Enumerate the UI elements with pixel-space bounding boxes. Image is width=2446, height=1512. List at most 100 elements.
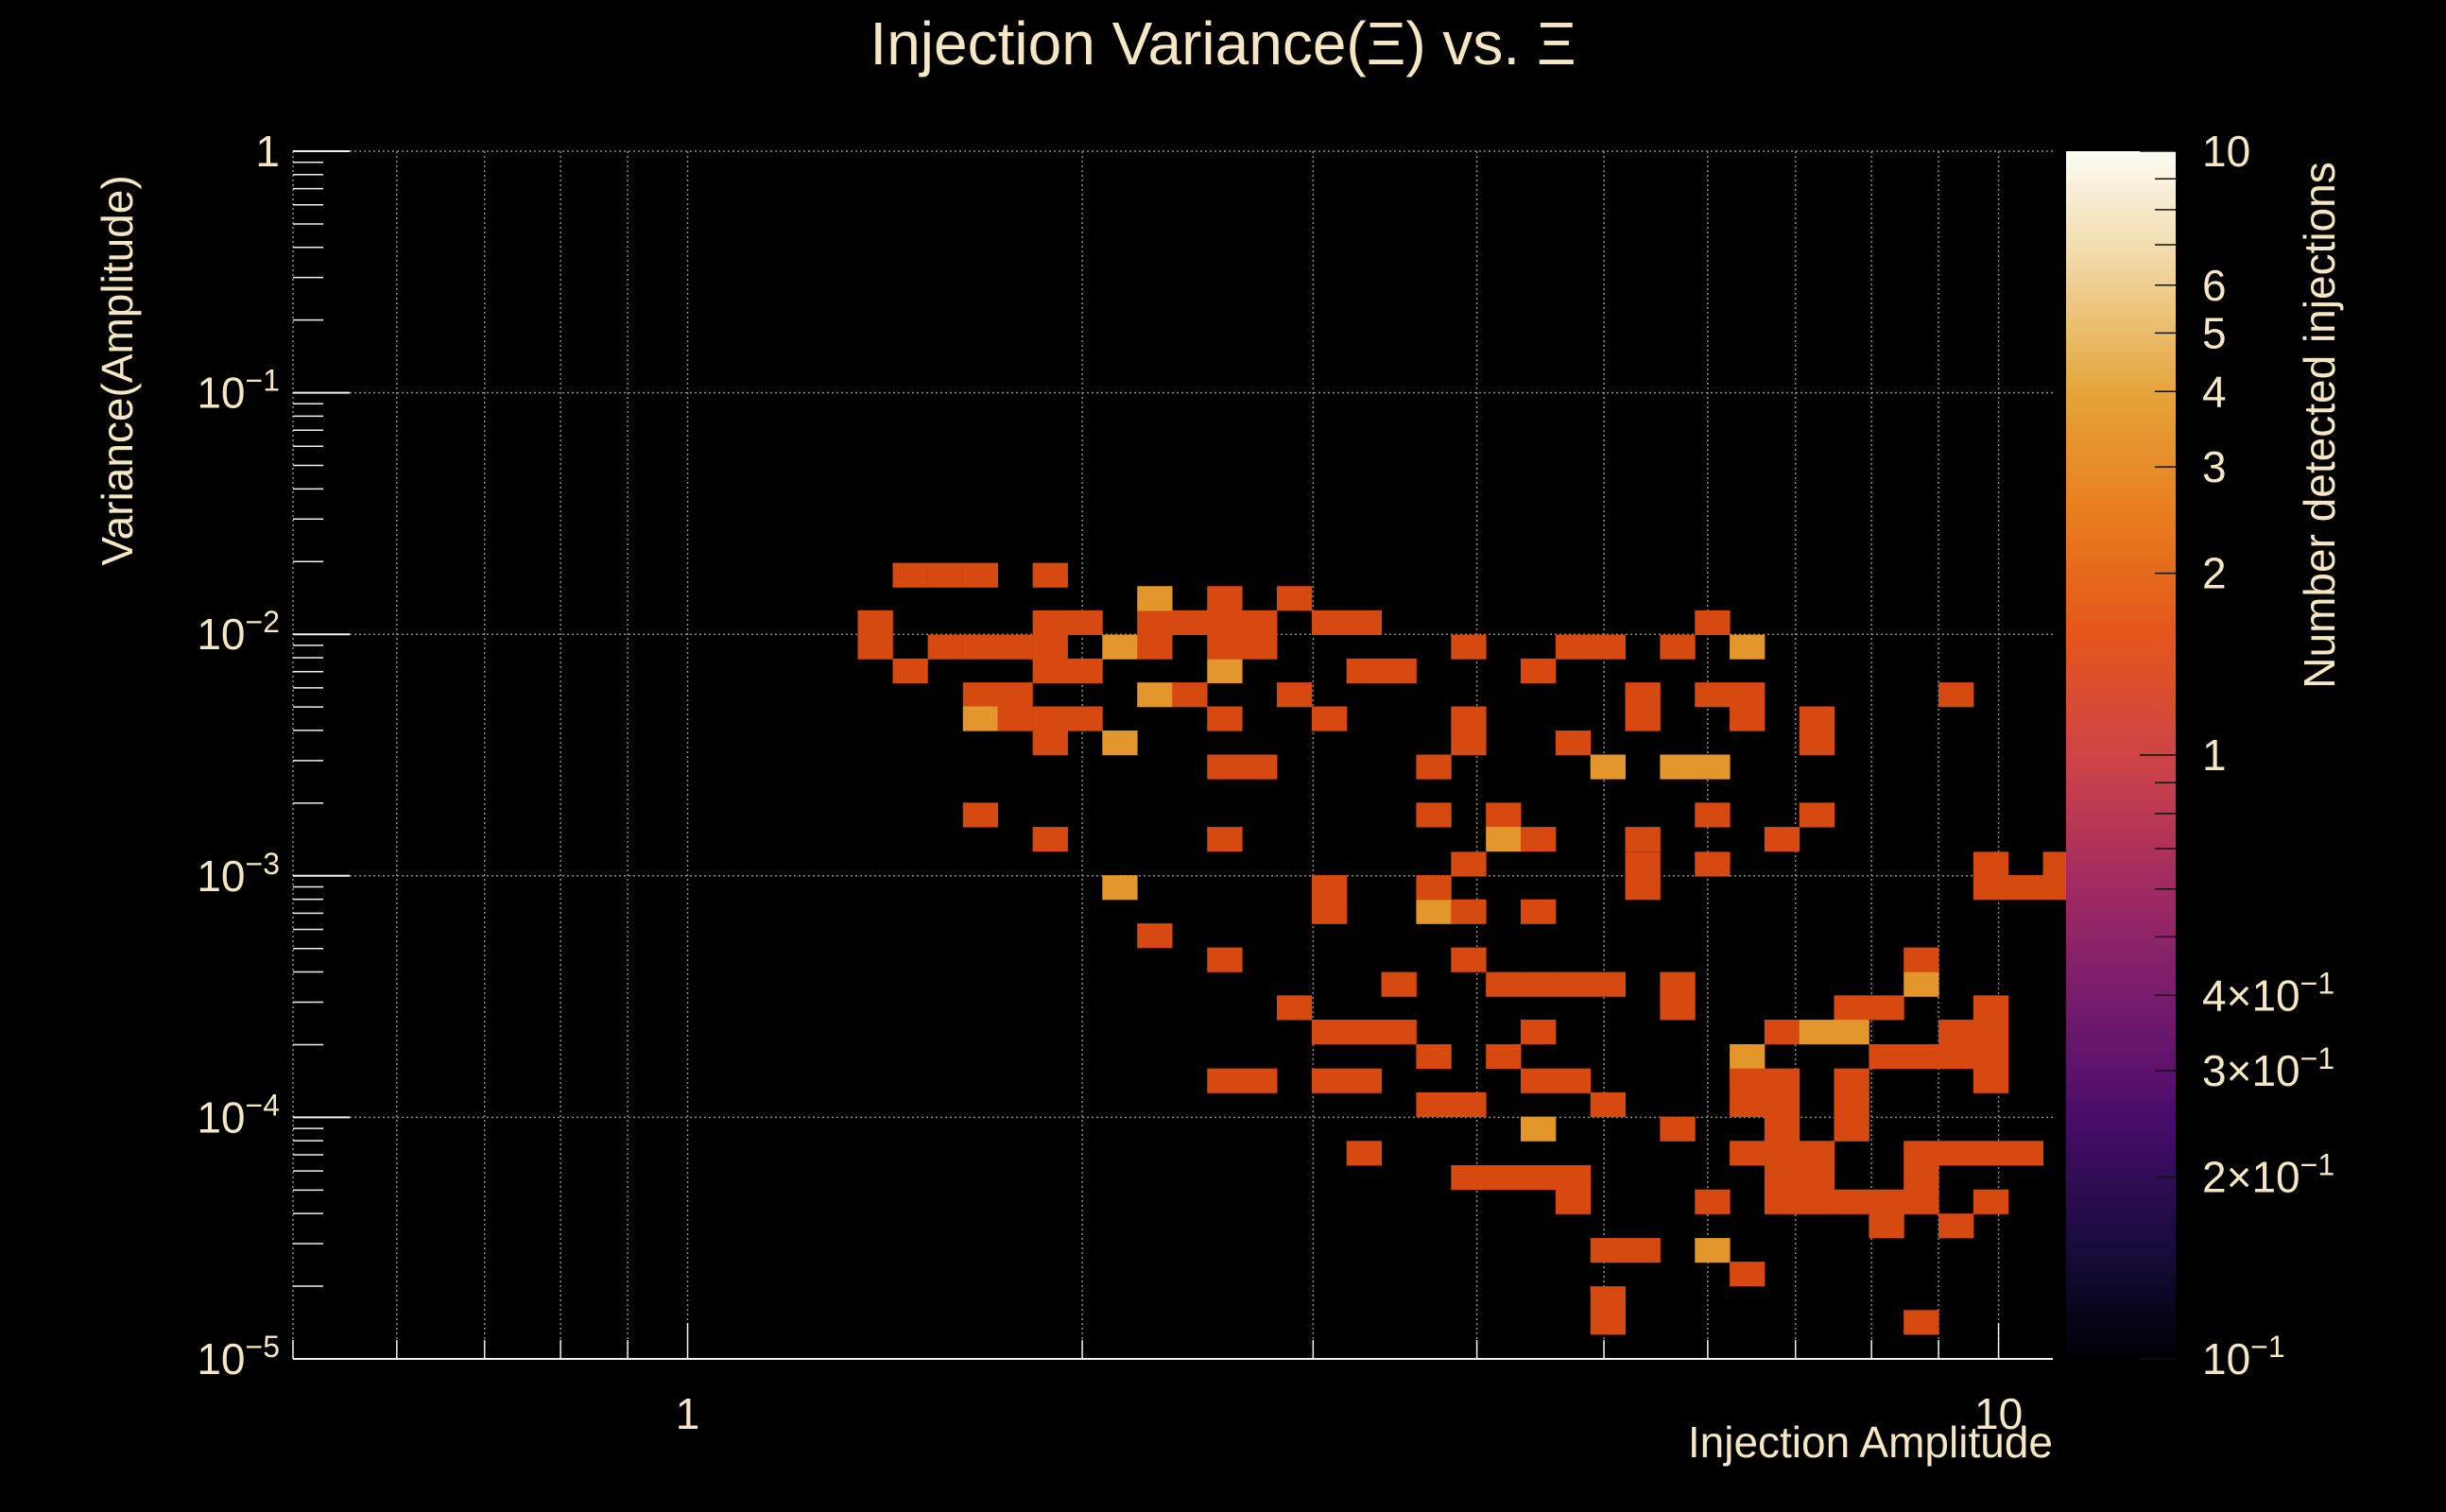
heatmap-cell	[1972, 875, 2009, 901]
heatmap-cell	[1416, 875, 1452, 901]
heatmap-cell	[1730, 682, 1766, 708]
heatmap-cell	[1625, 1238, 1661, 1263]
heatmap-cell	[1067, 658, 1103, 684]
heatmap-cell	[1695, 851, 1731, 877]
y-tick-labels: 10−5 10−4 10−3 10−2 10−1 1	[197, 127, 280, 1383]
heatmap-cell	[1730, 1141, 1766, 1166]
y-tick-label: 10−5	[197, 1330, 280, 1383]
heatmap-cell	[1590, 1238, 1627, 1263]
heatmap-cell	[1834, 1092, 1869, 1118]
heatmap-cell	[1451, 730, 1487, 756]
heatmap-cell	[1730, 1043, 1766, 1070]
x-tick-label: 10	[1974, 1389, 2023, 1438]
heatmap-cell	[1869, 995, 1904, 1021]
colorbar-tick-label: 10	[2202, 127, 2250, 176]
heatmap-cell	[962, 682, 999, 708]
heatmap-cell	[1730, 634, 1766, 660]
colorbar-tick-label: 1	[2202, 730, 2227, 780]
heatmap-cell	[1416, 754, 1452, 780]
heatmap-cell	[1555, 971, 1592, 997]
heatmap-cell	[927, 562, 963, 588]
heatmap-cell	[1625, 682, 1661, 708]
heatmap-cell	[1416, 802, 1452, 828]
heatmap-cell	[1276, 586, 1313, 611]
heatmap-cell	[1032, 706, 1068, 731]
heatmap-cell	[1834, 1068, 1869, 1093]
heatmap-cell	[1137, 610, 1173, 635]
heatmap-cell	[1137, 586, 1173, 611]
heatmap-cell	[962, 634, 999, 660]
heatmap-cell	[1520, 1068, 1557, 1093]
heatmap-cell	[1451, 1092, 1487, 1118]
y-tick-label: 10−2	[197, 605, 280, 659]
heatmap-cell	[1834, 995, 1869, 1021]
heatmap-cell	[1695, 610, 1731, 635]
heatmap-cell	[1346, 658, 1382, 684]
heatmap-cell	[1381, 1020, 1417, 1045]
heatmap-cell	[1102, 730, 1138, 756]
heatmap-cell	[1032, 634, 1068, 660]
heatmap-cell	[1555, 730, 1592, 756]
heatmap-cell	[1451, 899, 1487, 924]
heatmap-cell	[2007, 1141, 2044, 1166]
heatmap-cells	[857, 562, 2113, 1335]
heatmap-cell	[1730, 1092, 1766, 1118]
heatmap-cell	[1938, 1141, 1974, 1166]
x-tick-labels: 1 10	[676, 1389, 2023, 1438]
heatmap-cell	[1451, 634, 1487, 660]
heatmap-cell	[1555, 1068, 1592, 1093]
heatmap-cell	[1311, 899, 1348, 924]
y-tick-label: 10−3	[197, 847, 280, 901]
heatmap-cell	[1903, 1164, 1939, 1191]
heatmap-cell	[1799, 802, 1835, 828]
heatmap-cell	[1032, 610, 1068, 635]
heatmap-cell	[1102, 634, 1138, 660]
heatmap-cell	[1625, 827, 1661, 852]
plot-grid	[292, 150, 2053, 1360]
y-tick-label: 10−1	[197, 364, 280, 418]
heatmap-cell	[1346, 610, 1382, 635]
heatmap-cell	[1555, 634, 1592, 660]
heatmap-cell	[1590, 1092, 1627, 1118]
heatmap-cell	[1207, 610, 1243, 635]
heatmap-cell	[1032, 562, 1068, 588]
heatmap-cell	[1938, 1020, 1974, 1045]
heatmap-cell	[1346, 1068, 1382, 1093]
heatmap-cell	[1416, 1043, 1452, 1070]
heatmap-cell	[1938, 682, 1974, 708]
heatmap-cell	[962, 706, 999, 731]
heatmap-cell	[1032, 827, 1068, 852]
heatmap-cell	[1346, 1141, 1382, 1166]
heatmap-cell	[1799, 706, 1835, 731]
axis-ticks	[292, 150, 2000, 1360]
heatmap-cell	[1102, 875, 1138, 901]
heatmap-cell	[1520, 827, 1557, 852]
heatmap-cell	[1764, 1164, 1800, 1191]
colorbar-tick-label: 3×10−1	[2202, 1041, 2334, 1095]
heatmap-cell	[1695, 682, 1731, 708]
heatmap-cell	[1486, 1043, 1522, 1070]
heatmap-cell	[1625, 875, 1661, 901]
heatmap-cell	[1346, 1020, 1382, 1045]
colorbar-tick-label: 5	[2202, 308, 2227, 357]
heatmap-cell	[1137, 634, 1173, 660]
heatmap-cell	[1590, 634, 1627, 660]
heatmap-cell	[997, 706, 1033, 731]
heatmap-cell	[1938, 1213, 1974, 1239]
heatmap-cell	[1972, 1043, 2009, 1070]
heatmap-cell	[1486, 1164, 1522, 1191]
heatmap-cell	[1903, 1310, 1939, 1335]
heatmap-cell	[1764, 1141, 1800, 1166]
heatmap-cell	[1972, 1068, 2009, 1093]
heatmap-cell	[1520, 658, 1557, 684]
heatmap-cell	[1730, 1068, 1766, 1093]
heatmap-cell	[1903, 1189, 1939, 1214]
heatmap-cell	[1207, 947, 1243, 972]
heatmap-cell	[1451, 851, 1487, 877]
heatmap-cell	[1207, 706, 1243, 731]
y-tick-label: 1	[255, 127, 280, 176]
heatmap-cell	[1764, 1116, 1800, 1142]
heatmap-cell	[962, 562, 999, 588]
heatmap-cell	[1869, 1043, 1904, 1070]
heatmap-cell	[1451, 947, 1487, 972]
